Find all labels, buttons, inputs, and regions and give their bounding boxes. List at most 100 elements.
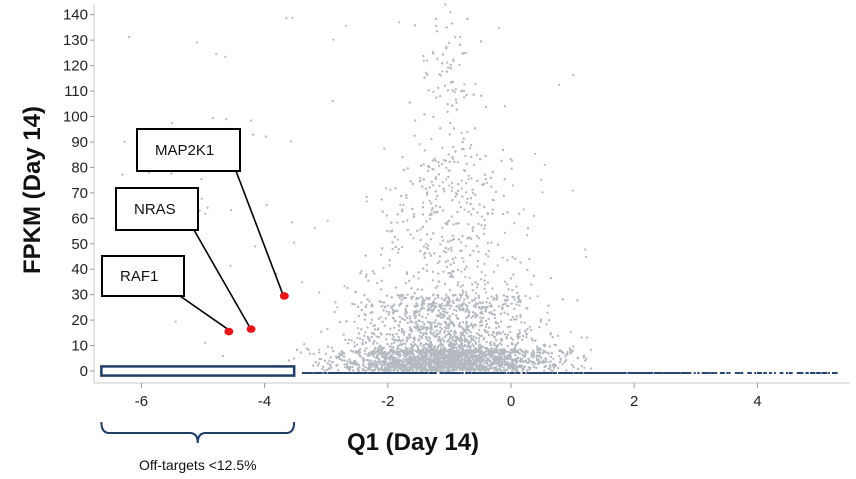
- data-point: [308, 352, 312, 355]
- data-point: [455, 314, 458, 317]
- data-point: [414, 119, 417, 122]
- data-point: [463, 83, 466, 86]
- data-point: [505, 356, 508, 359]
- data-point: [392, 369, 395, 372]
- data-point: [513, 222, 516, 225]
- data-point: [507, 350, 510, 353]
- data-point: [453, 91, 456, 94]
- data-point: [365, 304, 368, 307]
- data-point: [464, 308, 467, 311]
- data-point: [406, 321, 409, 324]
- data-point: [464, 245, 467, 248]
- data-point: [465, 201, 468, 204]
- data-point: [343, 363, 346, 366]
- data-point: [423, 113, 426, 116]
- data-point: [342, 352, 346, 355]
- data-point: [484, 274, 487, 277]
- data-point: [459, 285, 462, 288]
- data-point: [419, 369, 422, 372]
- data-point: [490, 311, 493, 314]
- data-point: [475, 153, 478, 156]
- data-point: [464, 310, 467, 313]
- data-point: [469, 147, 472, 150]
- data-point: [434, 318, 437, 322]
- data-point: [421, 185, 424, 188]
- data-point: [383, 324, 386, 327]
- data-point: [455, 309, 458, 312]
- data-point: [390, 342, 393, 345]
- data-point: [501, 256, 504, 259]
- data-point: [364, 254, 367, 257]
- data-point: [495, 293, 498, 297]
- data-point: [389, 327, 392, 330]
- data-point: [435, 198, 438, 201]
- data-point: [474, 347, 477, 350]
- data-point: [388, 345, 391, 348]
- data-point: [483, 205, 486, 209]
- data-point: [446, 311, 449, 314]
- data-point: [547, 304, 550, 307]
- data-point: [492, 344, 496, 347]
- data-point: [400, 299, 403, 302]
- data-point: [446, 299, 449, 302]
- data-point: [318, 351, 321, 354]
- data-point: [461, 309, 464, 312]
- data-point: [445, 166, 448, 169]
- data-point: [361, 338, 364, 342]
- data-point: [441, 146, 444, 149]
- data-point: [419, 250, 422, 253]
- data-point: [444, 260, 447, 263]
- data-point: [376, 363, 379, 366]
- data-point: [330, 346, 333, 349]
- data-point: [516, 342, 519, 345]
- data-point: [401, 246, 404, 249]
- data-point: [436, 285, 439, 288]
- data-point: [361, 363, 365, 366]
- data-point: [465, 191, 468, 194]
- data-point: [451, 275, 454, 279]
- data-point: [433, 252, 436, 255]
- data-point: [509, 351, 512, 355]
- data-point: [326, 362, 329, 365]
- data-point: [532, 274, 536, 277]
- data-point: [358, 337, 362, 340]
- data-point: [421, 320, 424, 324]
- data-point: [506, 361, 509, 364]
- data-point: [483, 287, 486, 290]
- data-point: [409, 317, 412, 320]
- data-point: [478, 301, 481, 304]
- data-point: [453, 308, 456, 311]
- data-point: [476, 302, 479, 305]
- data-point: [443, 329, 446, 332]
- data-point: [466, 17, 469, 20]
- data-point: [549, 277, 553, 280]
- data-point: [357, 314, 360, 317]
- data-point: [465, 93, 468, 97]
- data-point: [477, 222, 480, 225]
- data-point: [415, 298, 418, 301]
- data-point: [461, 289, 464, 292]
- data-point: [372, 342, 375, 345]
- data-point: [478, 347, 481, 350]
- data-point: [438, 255, 441, 258]
- data-point: [419, 228, 422, 231]
- data-point: [455, 222, 458, 225]
- data-point: [441, 70, 444, 73]
- data-point: [369, 359, 372, 362]
- data-point: [441, 181, 444, 184]
- data-point: [461, 293, 464, 296]
- data-point: [437, 86, 440, 89]
- data-point: [459, 35, 462, 39]
- data-point: [359, 272, 362, 275]
- data-point: [416, 355, 420, 358]
- data-point: [477, 296, 481, 300]
- data-point: [422, 267, 425, 270]
- data-point: [458, 201, 461, 204]
- data-point: [380, 305, 383, 308]
- data-point: [485, 301, 488, 304]
- data-point: [505, 350, 508, 353]
- data-point: [412, 215, 415, 219]
- data-point: [356, 337, 359, 340]
- data-point: [356, 369, 360, 372]
- data-point: [443, 159, 446, 162]
